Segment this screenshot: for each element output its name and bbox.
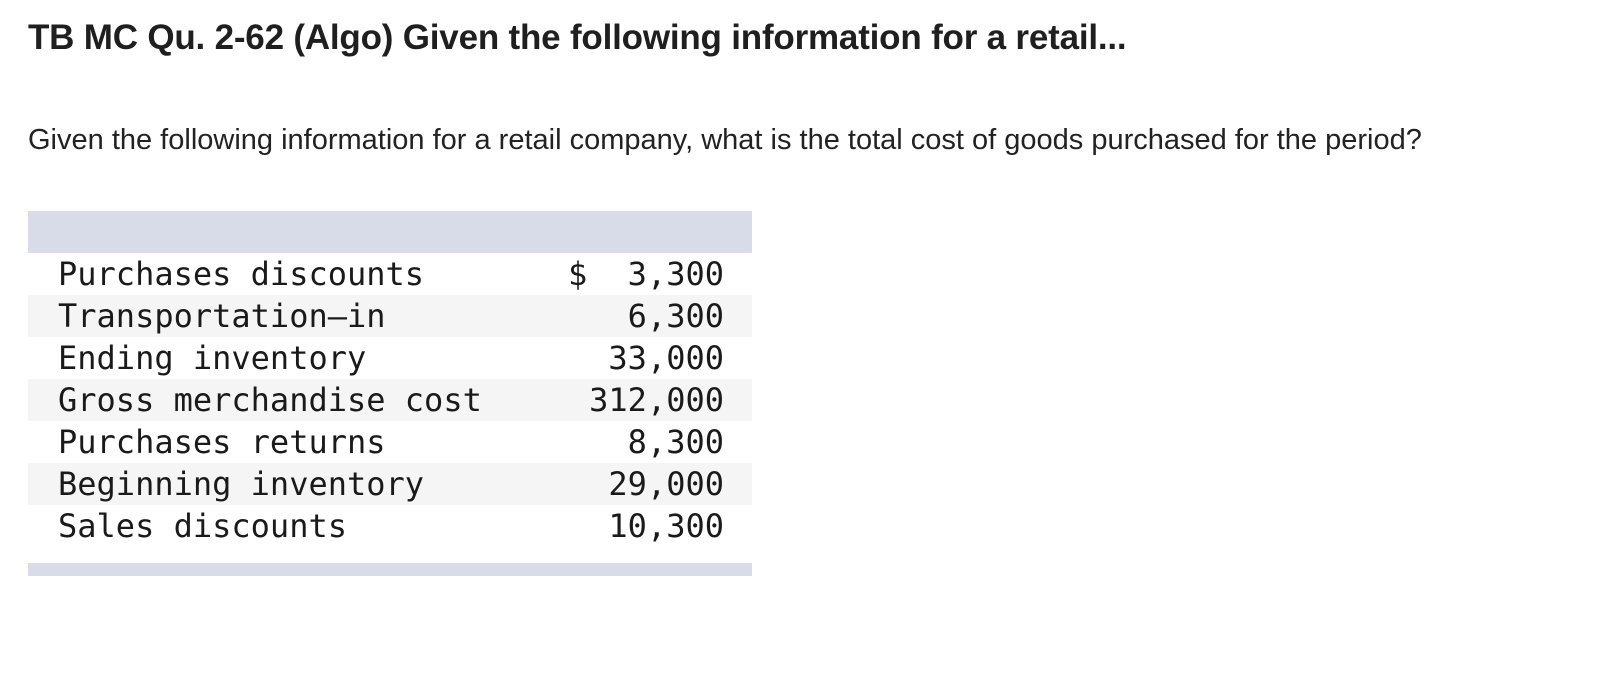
row-label: Purchases returns (58, 423, 386, 461)
table-row: Purchases returns 8,300 (28, 421, 752, 463)
currency-symbol: $ (568, 255, 588, 293)
row-amount: 312,000 (589, 381, 724, 419)
row-label: Sales discounts (58, 507, 347, 545)
table-footer-band (28, 563, 752, 576)
row-amount: 8,300 (627, 423, 724, 461)
row-label: Purchases discounts (58, 255, 425, 293)
row-amount: 3,300 (627, 255, 724, 293)
row-amount: 10,300 (608, 507, 724, 545)
row-label: Ending inventory (58, 339, 367, 377)
question-text: Given the following information for a re… (28, 124, 1422, 156)
row-label: Transportation–in (58, 297, 386, 335)
table-header-band (28, 211, 752, 253)
question-title: TB MC Qu. 2-62 (Algo) Given the followin… (28, 18, 1127, 57)
data-table: Purchases discounts $ 3,300 Transportati… (28, 211, 752, 576)
table-row: Purchases discounts $ 3,300 (28, 253, 752, 295)
table-row: Beginning inventory 29,000 (28, 463, 752, 505)
table-row: Transportation–in 6,300 (28, 295, 752, 337)
row-amount: 33,000 (608, 339, 724, 377)
row-amount: 29,000 (608, 465, 724, 503)
row-amount: 6,300 (627, 297, 724, 335)
table-row: Gross merchandise cost 312,000 (28, 379, 752, 421)
table-row: Sales discounts 10,300 (28, 505, 752, 547)
table-row: Ending inventory 33,000 (28, 337, 752, 379)
row-label: Beginning inventory (58, 465, 425, 503)
row-label: Gross merchandise cost (58, 381, 482, 419)
